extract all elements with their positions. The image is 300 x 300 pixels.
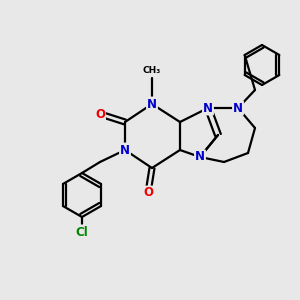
Text: O: O — [95, 107, 105, 121]
Text: O: O — [143, 187, 153, 200]
Text: N: N — [120, 143, 130, 157]
Text: N: N — [195, 151, 205, 164]
Text: Cl: Cl — [76, 226, 88, 238]
Text: CH₃: CH₃ — [143, 66, 161, 75]
Text: N: N — [203, 101, 213, 115]
Text: N: N — [147, 98, 157, 110]
Text: N: N — [233, 101, 243, 115]
